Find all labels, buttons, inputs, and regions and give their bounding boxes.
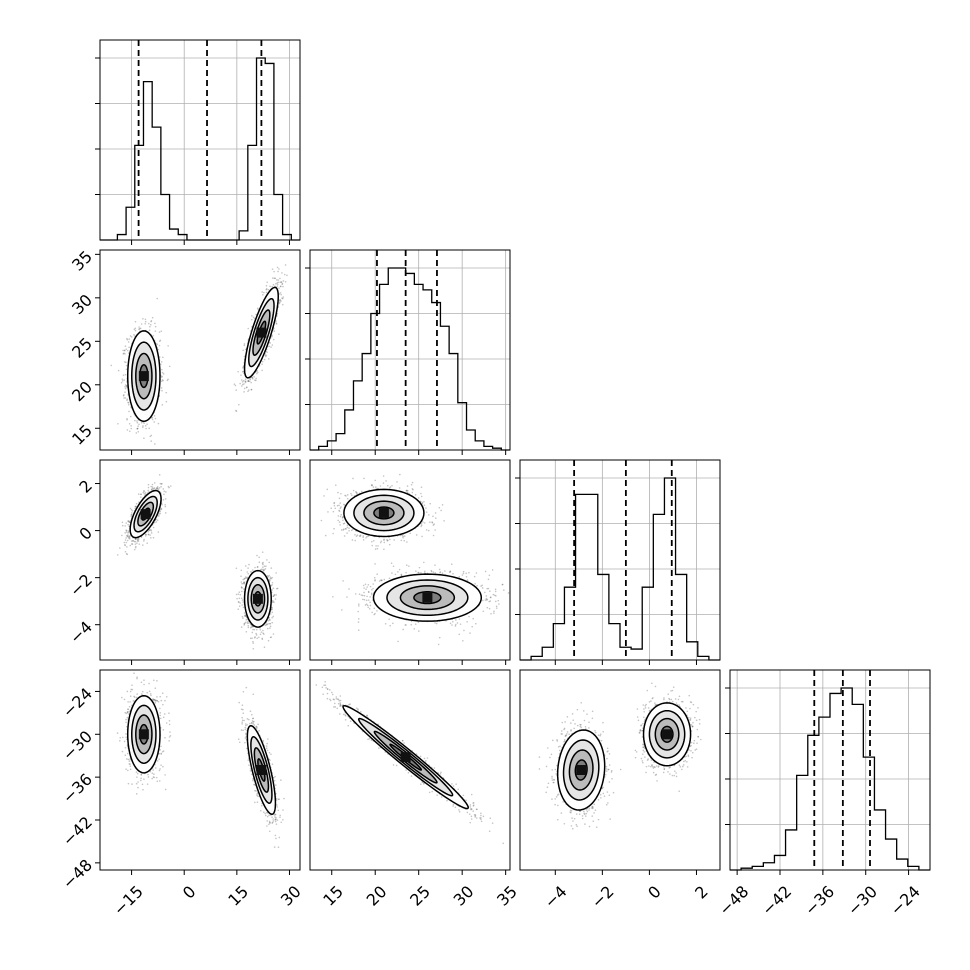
histogram-1 — [310, 267, 510, 451]
y-tick-label: 25 — [68, 334, 96, 362]
x-tick-label: 15 — [319, 882, 347, 910]
y-tick-label: −48 — [59, 855, 96, 892]
density-core — [662, 729, 673, 740]
panel-frame — [309, 669, 511, 871]
y-tick-label: 0 — [75, 523, 96, 544]
density-core — [400, 752, 411, 763]
y-tick-label: −24 — [59, 684, 96, 721]
hist-frame-2 — [519, 459, 721, 661]
scatter-panel-3-1 — [309, 669, 511, 875]
y-tick-label: −42 — [59, 813, 96, 850]
density-core — [138, 729, 149, 740]
x-tick-label: 30 — [277, 882, 305, 910]
panel-body — [110, 264, 288, 445]
scatter-panel-2-1 — [309, 459, 511, 665]
density-core — [252, 593, 263, 604]
panel-body — [116, 670, 285, 849]
hist-panel-1 — [305, 249, 511, 455]
x-tick-label: 25 — [406, 882, 434, 910]
scatter-panel-3-0 — [95, 669, 301, 875]
panel-body — [116, 474, 279, 650]
density-core — [256, 765, 267, 775]
x-tick-label: 0 — [179, 882, 200, 903]
scatter-panel-1-0 — [95, 249, 301, 455]
x-tick-label: 2 — [691, 882, 712, 903]
hist-panel-0 — [95, 39, 301, 245]
x-tick-label: −2 — [588, 882, 618, 912]
scatter-panel-3-2 — [519, 669, 721, 875]
hist-frame-3 — [729, 669, 931, 871]
x-tick-label: −4 — [540, 882, 570, 912]
histogram-3 — [730, 687, 930, 871]
hist-frame-0 — [99, 39, 301, 241]
x-tick-label: 15 — [224, 882, 252, 910]
density-core — [140, 509, 151, 520]
panel-frame — [309, 459, 511, 661]
panel-frame — [99, 669, 301, 871]
density-core — [576, 765, 587, 775]
hist-frame-1 — [309, 249, 511, 451]
density-core — [378, 507, 389, 518]
panel-frame — [519, 669, 721, 871]
x-tick-label: 35 — [493, 882, 521, 910]
scatter-panel-2-0 — [95, 459, 301, 665]
panel-body — [320, 473, 510, 646]
x-tick-label: −42 — [758, 882, 795, 919]
panel-frame — [99, 249, 301, 451]
panel-body — [538, 682, 702, 830]
y-tick-label: 20 — [68, 377, 96, 405]
y-tick-label: 30 — [68, 290, 96, 318]
x-tick-label: 0 — [644, 882, 665, 903]
y-tick-label: 15 — [68, 421, 96, 449]
density-core — [256, 327, 267, 338]
density-core — [138, 371, 149, 382]
hist-panel-2 — [515, 459, 721, 665]
y-tick-label: −36 — [59, 770, 96, 807]
y-tick-label: 2 — [75, 476, 96, 497]
panel-body — [315, 680, 505, 845]
y-tick-label: −2 — [66, 570, 96, 600]
x-tick-label: −30 — [844, 882, 881, 919]
panel-frame — [99, 459, 301, 661]
x-tick-label: −36 — [801, 882, 838, 919]
hist-panel-3 — [725, 669, 931, 875]
x-tick-label: −24 — [887, 882, 924, 919]
y-tick-label: 35 — [68, 247, 96, 275]
x-tick-label: 30 — [450, 882, 478, 910]
y-tick-label: −30 — [59, 727, 96, 764]
x-tick-label: 20 — [363, 882, 391, 910]
histogram-2 — [520, 477, 720, 661]
x-tick-label: −15 — [110, 882, 147, 919]
density-core — [422, 592, 433, 603]
y-tick-label: −4 — [66, 617, 96, 647]
x-tick-label: −48 — [715, 882, 752, 919]
